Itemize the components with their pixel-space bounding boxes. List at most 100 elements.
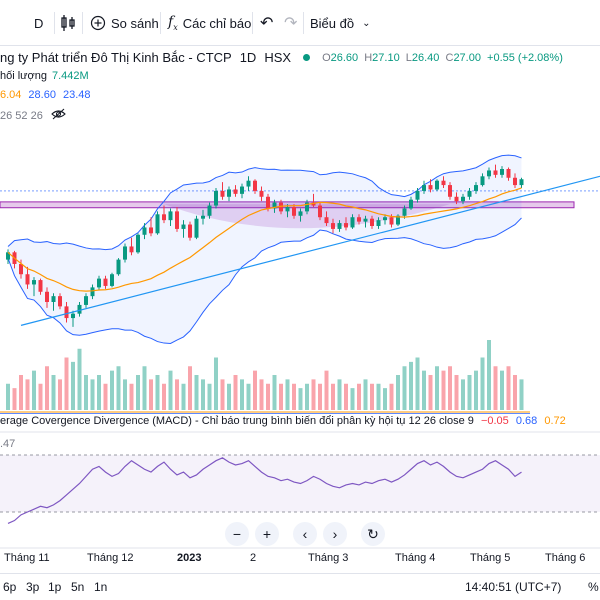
candle bbox=[305, 202, 309, 212]
volume-bar bbox=[149, 379, 153, 410]
range-button[interactable]: 5n bbox=[71, 580, 85, 594]
candle bbox=[32, 280, 36, 285]
range-button[interactable]: 1n bbox=[94, 580, 108, 594]
volume-bar bbox=[337, 379, 342, 410]
volume-bar bbox=[45, 366, 49, 410]
volume-bar bbox=[240, 379, 244, 410]
volume-bar bbox=[383, 388, 387, 410]
volume-bar bbox=[64, 357, 69, 410]
candle bbox=[357, 217, 361, 222]
reset-icon[interactable]: ↻ bbox=[361, 522, 385, 546]
scroll-left-icon[interactable]: ‹ bbox=[293, 522, 317, 546]
redo-icon[interactable]: ↷ bbox=[284, 15, 298, 32]
candle bbox=[25, 274, 30, 285]
volume-legend-row: hối lượng 7.442M bbox=[0, 70, 89, 82]
candle bbox=[272, 202, 277, 209]
range-button[interactable]: 6p bbox=[3, 580, 17, 594]
candle bbox=[474, 185, 478, 191]
candle bbox=[487, 170, 491, 177]
volume-bar bbox=[259, 379, 264, 410]
candle bbox=[19, 264, 23, 275]
candle bbox=[318, 205, 322, 218]
candle bbox=[194, 218, 199, 238]
candle bbox=[123, 246, 127, 260]
candle bbox=[350, 217, 355, 228]
zoom-out-icon[interactable]: − bbox=[225, 522, 249, 546]
candle bbox=[45, 291, 49, 302]
candle bbox=[142, 227, 147, 235]
volume-bar bbox=[155, 375, 160, 410]
toolbar-divider bbox=[303, 12, 304, 34]
candle bbox=[168, 211, 173, 221]
candle bbox=[188, 224, 192, 238]
volume-bar bbox=[227, 383, 231, 410]
candle bbox=[110, 274, 114, 286]
volume-bar bbox=[25, 379, 30, 410]
candle bbox=[64, 306, 69, 319]
eye-hidden-icon[interactable] bbox=[51, 108, 66, 123]
candle bbox=[207, 205, 212, 216]
indicators-label: Các chỉ báo bbox=[182, 15, 252, 31]
volume-bar bbox=[292, 383, 296, 410]
candles-icon[interactable] bbox=[60, 12, 76, 34]
indicators-button[interactable]: fx Các chỉ báo bbox=[168, 12, 251, 34]
time-axis-label: Tháng 3 bbox=[308, 552, 349, 564]
candle bbox=[129, 246, 134, 253]
price-chart[interactable] bbox=[0, 0, 600, 552]
rsi-legend: .47 bbox=[0, 438, 15, 450]
range-button[interactable]: 1p bbox=[48, 580, 62, 594]
candle bbox=[331, 223, 335, 229]
undo-icon[interactable]: ↶ bbox=[260, 15, 274, 32]
volume-bar bbox=[220, 379, 225, 410]
volume-bar bbox=[389, 383, 394, 410]
candle bbox=[266, 196, 270, 209]
volume-bar bbox=[129, 383, 134, 410]
volume-bar bbox=[506, 366, 511, 410]
candle bbox=[422, 185, 426, 191]
volume-bar bbox=[246, 383, 251, 410]
rsi-value: .47 bbox=[0, 438, 16, 450]
chart-type-dropdown[interactable]: Biểu đồ ⌄ bbox=[310, 12, 370, 34]
time-axis-label: Tháng 5 bbox=[470, 552, 511, 564]
candle bbox=[227, 189, 231, 197]
volume-bar bbox=[357, 383, 361, 410]
volume-bar bbox=[396, 375, 400, 410]
bottom-bar: 6p 3p 1p 5n 1n 14:40:51 (UTC+7) % bbox=[0, 573, 600, 600]
ma-legend-row: 26 52 26 bbox=[0, 108, 66, 123]
volume-bar bbox=[363, 379, 368, 410]
volume-bar bbox=[103, 383, 108, 410]
candle bbox=[103, 278, 108, 286]
interval-button[interactable]: D bbox=[34, 12, 43, 34]
volume-label: hối lượng bbox=[0, 70, 47, 82]
volume-bar bbox=[266, 383, 270, 410]
volume-bar bbox=[175, 379, 179, 410]
candle bbox=[253, 180, 257, 191]
volume-bar bbox=[461, 379, 465, 410]
zoom-in-icon[interactable]: + bbox=[255, 522, 279, 546]
candle bbox=[376, 220, 381, 226]
volume-bar bbox=[454, 375, 459, 410]
time-axis-label: 2023 bbox=[177, 552, 202, 564]
volume-bar bbox=[97, 375, 101, 410]
interval-label: D bbox=[34, 15, 44, 31]
time-axis-label: 2 bbox=[250, 552, 257, 564]
ma-line bbox=[7, 187, 522, 292]
volume-bar bbox=[467, 375, 472, 410]
percent-toggle[interactable]: % bbox=[588, 580, 599, 594]
status-dot-icon bbox=[303, 54, 311, 61]
volume-bar bbox=[311, 379, 316, 410]
fx-icon: fx bbox=[168, 14, 178, 32]
range-button[interactable]: 3p bbox=[26, 580, 40, 594]
volume-bar bbox=[110, 370, 114, 410]
candle bbox=[246, 180, 251, 187]
candle bbox=[38, 280, 43, 292]
volume-bar bbox=[513, 375, 517, 410]
volume-bar bbox=[318, 383, 322, 410]
time-axis[interactable]: Tháng 11 Tháng 12 2023 2 Tháng 3 Tháng 4… bbox=[0, 552, 600, 568]
volume-bar bbox=[493, 366, 498, 410]
compare-button[interactable]: So sánh bbox=[90, 12, 159, 34]
candle bbox=[513, 177, 517, 186]
candle bbox=[370, 218, 374, 226]
symbol-title[interactable]: ng ty Phát triển Đô Thị Kinh Bắc - CTCP bbox=[0, 50, 232, 65]
scroll-right-icon[interactable]: › bbox=[323, 522, 347, 546]
